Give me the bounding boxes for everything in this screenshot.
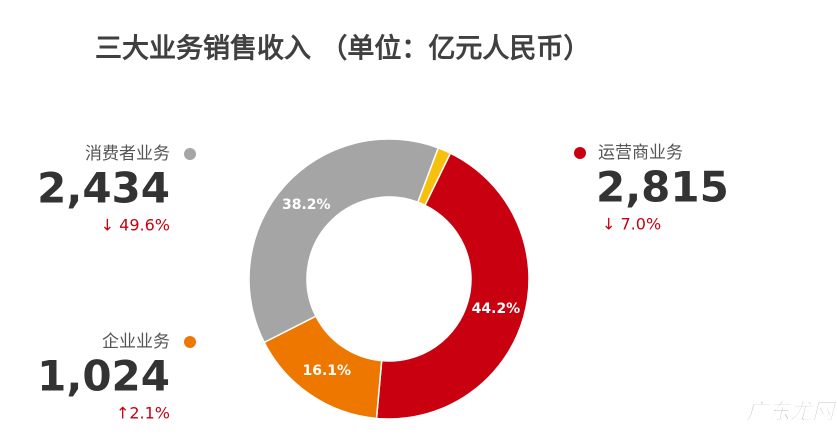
legend-label: 运营商业务 (598, 143, 683, 163)
legend-dot (574, 147, 586, 159)
donut-slice (416, 146, 452, 207)
amount: 1,024 (37, 352, 170, 401)
slice-label: 38.2% (282, 197, 331, 213)
legend-label: 企业业务 (102, 332, 170, 352)
legend-dot (184, 148, 196, 160)
donut-slice (248, 138, 440, 344)
legend-label: 消费者业务 (85, 144, 170, 164)
slice-label: 44.2% (472, 301, 521, 317)
slice-label: 16.1% (302, 363, 351, 379)
chart-title: 三大业务销售收入 （单位：亿元人民币） (95, 33, 590, 65)
watermark: 广东龙网 (746, 399, 837, 425)
change: ↑2.1% (116, 404, 170, 423)
legend-dot (184, 336, 196, 348)
amount: 2,434 (37, 164, 170, 213)
amount: 2,815 (596, 163, 729, 212)
change: ↓ 49.6% (101, 216, 170, 235)
donut-slice (375, 152, 530, 420)
change: ↓ 7.0% (602, 215, 661, 234)
